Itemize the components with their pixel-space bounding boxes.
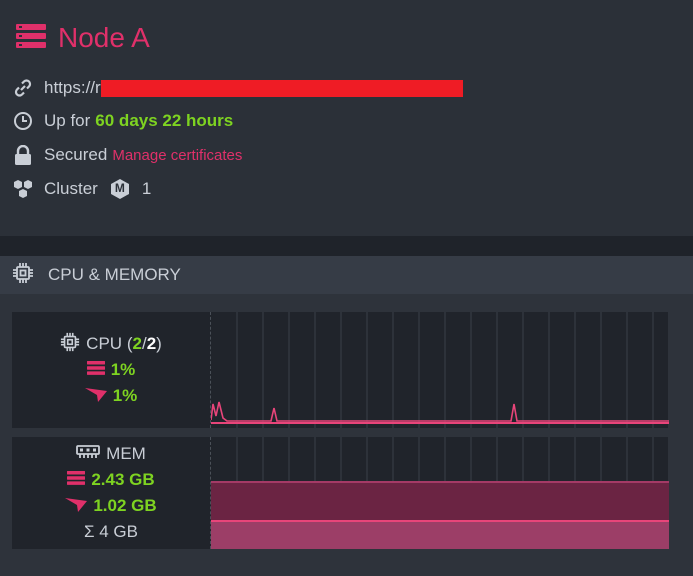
cpu-memory-section-header: CPU & MEMORY (0, 256, 693, 294)
memory-label: MEM (106, 444, 146, 463)
server-icon (86, 360, 105, 380)
member-badge-letter: M (114, 181, 125, 195)
chip-icon (12, 262, 34, 289)
node-header: Node A https://r Up for 60 days 22 hours (0, 0, 693, 236)
cpu-chart-svg (211, 312, 669, 428)
uptime-label: Up for (44, 111, 91, 130)
secured-row: Secured Manage certificates (12, 142, 242, 168)
cpu-title-line: CPU (2/2) (60, 331, 162, 357)
lock-icon (12, 144, 34, 166)
node-title: Node A (58, 22, 150, 53)
cpu-process-line (211, 401, 669, 422)
memory-process-area (211, 521, 669, 549)
cpu-cores-used: 2 (132, 334, 142, 353)
server-icon (16, 23, 46, 54)
cpu-cores-sep: / (141, 334, 147, 353)
cluster-label: Cluster (44, 179, 98, 198)
cpu-label: CPU (86, 334, 123, 353)
memory-server-value: 2.43 GB (91, 470, 155, 489)
cpu-label-column: CPU (2/2) 1% 1% (12, 312, 210, 428)
node-title-row: Node A (16, 18, 150, 58)
memory-chart-svg (211, 437, 669, 549)
memory-total-value: Σ 4 GB (84, 522, 138, 541)
memory-server-line: 2.43 GB (67, 467, 155, 493)
ravendb-logo-icon (84, 386, 107, 407)
cpu-process-line: 1% (84, 383, 138, 409)
cluster-count: 1 (141, 179, 152, 198)
url-redaction (100, 79, 463, 97)
section-divider (0, 236, 693, 256)
memory-process-value: 1.02 GB (93, 496, 157, 515)
cpu-server-line: 1% (86, 357, 136, 383)
memory-panel: MEM 2.43 GB 1.02 GB Σ 4 GB (12, 437, 669, 549)
cpu-panel: CPU (2/2) 1% 1% (12, 312, 669, 428)
cpu-cores-total: 2 (146, 334, 157, 353)
memory-chart (210, 437, 669, 549)
clock-icon (12, 110, 34, 132)
cluster-icon (12, 178, 34, 200)
memory-total-line: Σ 4 GB (84, 519, 138, 545)
cpu-chart (210, 312, 669, 428)
uptime-value: 60 days 22 hours (95, 111, 234, 130)
cpu-process-value: 1% (112, 386, 138, 405)
section-title: CPU & MEMORY (48, 265, 181, 284)
url-row: https://r (12, 75, 463, 101)
link-icon (12, 77, 34, 99)
node-url[interactable]: https://r (44, 78, 101, 97)
chip-icon (60, 332, 80, 357)
secured-label: Secured (44, 145, 108, 164)
ravendb-logo-icon (65, 496, 88, 517)
cpu-server-value: 1% (110, 360, 136, 379)
memory-title-line: MEM (76, 441, 146, 467)
memory-process-line: 1.02 GB (65, 493, 157, 519)
server-icon (67, 470, 86, 490)
cpu-cores-open: ( (126, 334, 133, 353)
cluster-row: Cluster M 1 (12, 176, 151, 202)
manage-certificates-link[interactable]: Manage certificates (112, 146, 243, 164)
member-badge-icon: M (110, 178, 130, 200)
memory-icon (76, 444, 101, 464)
cpu-cores-close: ) (156, 334, 162, 353)
memory-label-column: MEM 2.43 GB 1.02 GB Σ 4 GB (12, 437, 210, 549)
uptime-row: Up for 60 days 22 hours (12, 108, 233, 134)
